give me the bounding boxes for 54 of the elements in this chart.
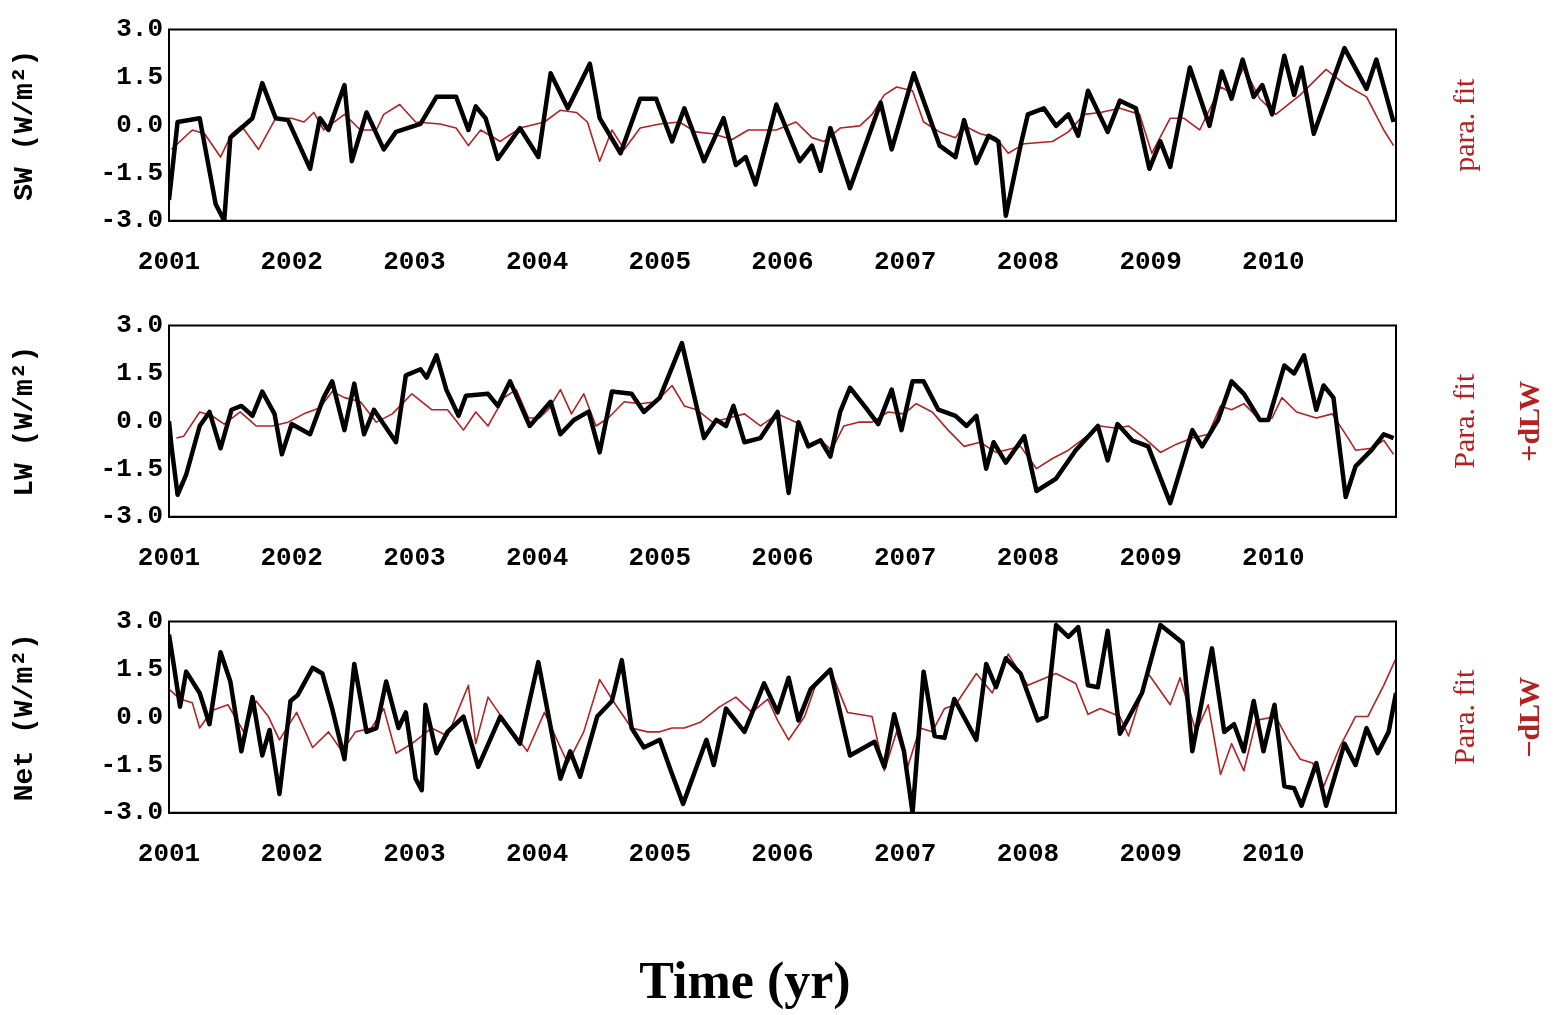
x-tick-label: 2004 <box>505 838 569 869</box>
x-tick-label: 2001 <box>137 246 201 277</box>
y-tick-label: 0.0 <box>116 405 163 436</box>
y-tick-label: 1.5 <box>116 357 163 388</box>
x-tick-label: 2006 <box>751 246 814 277</box>
text: Para. fit <box>1446 669 1480 765</box>
x-tick-label: 2009 <box>1119 246 1182 277</box>
y-tick-label: 1.5 <box>116 653 163 684</box>
y-axis-title: LW (W/m²) <box>8 345 40 497</box>
x-tick-label: 2003 <box>383 246 446 277</box>
text: para. fit <box>1446 77 1480 172</box>
y-tick-label: -1.5 <box>100 157 163 188</box>
y-tick-label: -3.0 <box>100 501 163 532</box>
x-axis-title: Time (yr) <box>638 951 852 1010</box>
x-tick-label: 2002 <box>260 246 323 277</box>
y-tick-label: 0.0 <box>116 701 163 732</box>
x-tick-label: 2004 <box>505 246 569 277</box>
x-tick-label: 2002 <box>260 542 323 573</box>
x-tick-label: 2003 <box>383 542 446 573</box>
x-tick-label: 2006 <box>751 838 814 869</box>
y-tick-label: -1.5 <box>100 453 163 484</box>
x-tick-label: 2006 <box>751 542 814 573</box>
y-tick-label: -1.5 <box>100 749 163 780</box>
x-tick-label: 2008 <box>996 542 1060 573</box>
x-tick-label: 2010 <box>1242 246 1305 277</box>
x-tick-label: 2003 <box>383 838 446 869</box>
y-tick-label: -3.0 <box>100 797 163 828</box>
x-tick-label: 2010 <box>1242 542 1305 573</box>
y-tick-label: 3.0 <box>116 14 163 45</box>
y2-axis-title: −dLW <box>1511 676 1545 758</box>
x-tick-label: 2005 <box>628 246 692 277</box>
text: Para. fit <box>1446 373 1480 469</box>
x-tick-label: 2009 <box>1119 542 1182 573</box>
x-tick-label: 2010 <box>1242 838 1305 869</box>
y-tick-label: 0.0 <box>116 109 163 140</box>
x-tick-label: 2002 <box>260 838 323 869</box>
x-tick-label: 2005 <box>628 542 692 573</box>
x-tick-label: 2007 <box>873 246 937 277</box>
x-tick-label: 2004 <box>505 542 569 573</box>
x-tick-label: 2007 <box>873 542 937 573</box>
y2-axis-title: +dLW <box>1511 380 1545 462</box>
y-axis-title: SW (W/m²) <box>8 49 40 201</box>
y-tick-label: -3.0 <box>100 205 163 236</box>
x-tick-label: 2001 <box>137 838 201 869</box>
x-tick-label: 2008 <box>996 838 1060 869</box>
y-tick-label: 3.0 <box>116 606 163 637</box>
x-tick-label: 2008 <box>996 246 1060 277</box>
y-axis-title: Net (W/m²) <box>8 633 40 802</box>
x-tick-label: 2009 <box>1119 838 1182 869</box>
x-tick-label: 2001 <box>137 542 201 573</box>
x-tick-label: 2007 <box>873 838 937 869</box>
y-tick-label: 1.5 <box>116 61 163 92</box>
x-tick-label: 2005 <box>628 838 692 869</box>
y-tick-label: 3.0 <box>116 310 163 341</box>
